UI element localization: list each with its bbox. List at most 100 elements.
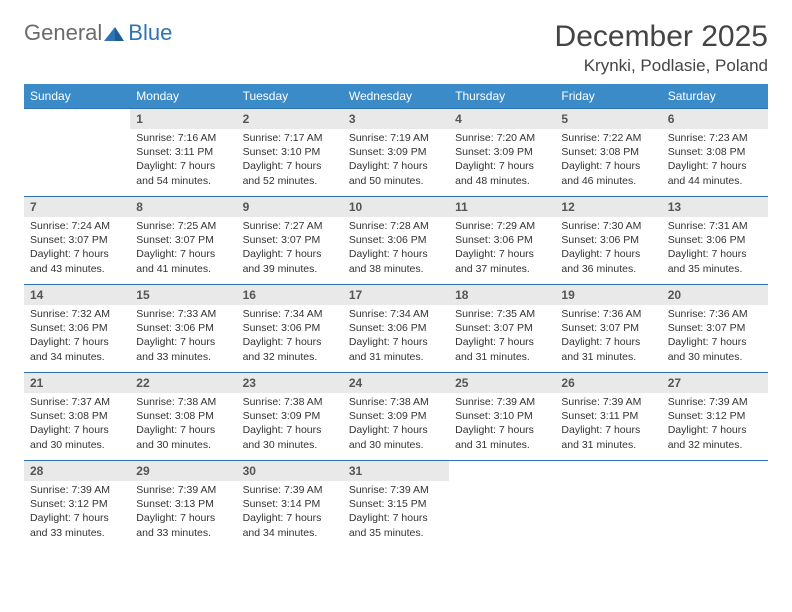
calendar-week-row: 7Sunrise: 7:24 AMSunset: 3:07 PMDaylight…: [24, 197, 768, 285]
weekday-header-row: Sunday Monday Tuesday Wednesday Thursday…: [24, 84, 768, 109]
sunset-time: 3:13 PM: [175, 498, 214, 510]
sunrise-time: 7:29 AM: [497, 220, 536, 232]
daylight-hours: 7: [499, 248, 505, 260]
calendar-day-cell: 11Sunrise: 7:29 AMSunset: 3:06 PMDayligh…: [449, 197, 555, 285]
daylight-hours: 7: [393, 336, 399, 348]
day-details: Sunrise: 7:29 AMSunset: 3:06 PMDaylight:…: [449, 217, 555, 280]
calendar-day-cell: 27Sunrise: 7:39 AMSunset: 3:12 PMDayligh…: [662, 373, 768, 461]
sunset-time: 3:06 PM: [494, 234, 533, 246]
day-details: Sunrise: 7:27 AMSunset: 3:07 PMDaylight:…: [237, 217, 343, 280]
daylight-minutes: 30: [263, 439, 275, 451]
sunset-time: 3:07 PM: [175, 234, 214, 246]
sunset-time: 3:06 PM: [281, 322, 320, 334]
daylight-minutes: 30: [50, 439, 62, 451]
day-number: 27: [662, 373, 768, 393]
day-details: Sunrise: 7:22 AMSunset: 3:08 PMDaylight:…: [555, 129, 661, 192]
daylight-minutes: 30: [688, 351, 700, 363]
sunrise-time: 7:37 AM: [71, 396, 110, 408]
calendar-day-cell: 12Sunrise: 7:30 AMSunset: 3:06 PMDayligh…: [555, 197, 661, 285]
calendar-day-cell: 31Sunrise: 7:39 AMSunset: 3:15 PMDayligh…: [343, 461, 449, 549]
day-details: Sunrise: 7:36 AMSunset: 3:07 PMDaylight:…: [662, 305, 768, 368]
calendar-day-cell: 1Sunrise: 7:16 AMSunset: 3:11 PMDaylight…: [130, 109, 236, 197]
calendar-day-cell: 24Sunrise: 7:38 AMSunset: 3:09 PMDayligh…: [343, 373, 449, 461]
calendar-week-row: 21Sunrise: 7:37 AMSunset: 3:08 PMDayligh…: [24, 373, 768, 461]
calendar-day-cell: 10Sunrise: 7:28 AMSunset: 3:06 PMDayligh…: [343, 197, 449, 285]
day-number: 20: [662, 285, 768, 305]
sunrise-time: 7:19 AM: [390, 132, 429, 144]
day-number: 7: [24, 197, 130, 217]
sunset-time: 3:09 PM: [281, 410, 320, 422]
daylight-minutes: 31: [476, 351, 488, 363]
daylight-minutes: 33: [157, 527, 169, 539]
day-number: 1: [130, 109, 236, 129]
sunset-time: 3:06 PM: [69, 322, 108, 334]
day-details: Sunrise: 7:24 AMSunset: 3:07 PMDaylight:…: [24, 217, 130, 280]
daylight-minutes: 34: [50, 351, 62, 363]
calendar-day-cell: 19Sunrise: 7:36 AMSunset: 3:07 PMDayligh…: [555, 285, 661, 373]
sunrise-time: 7:39 AM: [603, 396, 642, 408]
daylight-minutes: 32: [263, 351, 275, 363]
sunrise-time: 7:38 AM: [284, 396, 323, 408]
daylight-hours: 7: [74, 512, 80, 524]
daylight-hours: 7: [180, 512, 186, 524]
calendar-day-cell: 8Sunrise: 7:25 AMSunset: 3:07 PMDaylight…: [130, 197, 236, 285]
day-details: Sunrise: 7:30 AMSunset: 3:06 PMDaylight:…: [555, 217, 661, 280]
day-number: 12: [555, 197, 661, 217]
day-details: Sunrise: 7:28 AMSunset: 3:06 PMDaylight:…: [343, 217, 449, 280]
daylight-minutes: 41: [157, 263, 169, 275]
day-details: Sunrise: 7:36 AMSunset: 3:07 PMDaylight:…: [555, 305, 661, 368]
daylight-hours: 7: [180, 160, 186, 172]
daylight-hours: 7: [286, 424, 292, 436]
sunset-time: 3:10 PM: [281, 146, 320, 158]
sunset-time: 3:14 PM: [281, 498, 320, 510]
daylight-hours: 7: [499, 160, 505, 172]
sunrise-time: 7:22 AM: [603, 132, 642, 144]
day-details: Sunrise: 7:32 AMSunset: 3:06 PMDaylight:…: [24, 305, 130, 368]
sunset-time: 3:07 PM: [600, 322, 639, 334]
sunrise-time: 7:23 AM: [709, 132, 748, 144]
day-details: Sunrise: 7:37 AMSunset: 3:08 PMDaylight:…: [24, 393, 130, 456]
sunset-time: 3:06 PM: [706, 234, 745, 246]
calendar-week-row: 14Sunrise: 7:32 AMSunset: 3:06 PMDayligh…: [24, 285, 768, 373]
logo: General Blue: [24, 20, 172, 46]
sunrise-time: 7:20 AM: [497, 132, 536, 144]
weekday-header: Friday: [555, 84, 661, 109]
weekday-header: Wednesday: [343, 84, 449, 109]
day-details: Sunrise: 7:39 AMSunset: 3:13 PMDaylight:…: [130, 481, 236, 544]
day-details: Sunrise: 7:20 AMSunset: 3:09 PMDaylight:…: [449, 129, 555, 192]
daylight-hours: 7: [711, 424, 717, 436]
day-number: 2: [237, 109, 343, 129]
sunrise-time: 7:36 AM: [709, 308, 748, 320]
sunrise-time: 7:34 AM: [284, 308, 323, 320]
daylight-minutes: 33: [157, 351, 169, 363]
day-number: 26: [555, 373, 661, 393]
daylight-minutes: 39: [263, 263, 275, 275]
logo-text-blue: Blue: [128, 20, 172, 46]
calendar-day-cell: 29Sunrise: 7:39 AMSunset: 3:13 PMDayligh…: [130, 461, 236, 549]
day-details: Sunrise: 7:39 AMSunset: 3:12 PMDaylight:…: [662, 393, 768, 456]
daylight-hours: 7: [605, 424, 611, 436]
day-number: 14: [24, 285, 130, 305]
sunset-time: 3:06 PM: [387, 322, 426, 334]
calendar-day-cell: 17Sunrise: 7:34 AMSunset: 3:06 PMDayligh…: [343, 285, 449, 373]
day-details: Sunrise: 7:39 AMSunset: 3:15 PMDaylight:…: [343, 481, 449, 544]
day-details: Sunrise: 7:34 AMSunset: 3:06 PMDaylight:…: [237, 305, 343, 368]
sunset-time: 3:08 PM: [69, 410, 108, 422]
month-title: December 2025: [555, 20, 768, 54]
calendar-day-cell: 21Sunrise: 7:37 AMSunset: 3:08 PMDayligh…: [24, 373, 130, 461]
sunset-time: 3:06 PM: [175, 322, 214, 334]
sunrise-time: 7:35 AM: [497, 308, 536, 320]
daylight-hours: 7: [286, 248, 292, 260]
day-details: Sunrise: 7:39 AMSunset: 3:12 PMDaylight:…: [24, 481, 130, 544]
day-number: 5: [555, 109, 661, 129]
calendar-day-cell: 14Sunrise: 7:32 AMSunset: 3:06 PMDayligh…: [24, 285, 130, 373]
daylight-hours: 7: [499, 336, 505, 348]
sunset-time: 3:11 PM: [175, 146, 213, 158]
daylight-hours: 7: [180, 336, 186, 348]
day-details: Sunrise: 7:33 AMSunset: 3:06 PMDaylight:…: [130, 305, 236, 368]
daylight-minutes: 31: [476, 439, 488, 451]
sunset-time: 3:11 PM: [600, 410, 638, 422]
daylight-minutes: 31: [369, 351, 381, 363]
daylight-minutes: 32: [688, 439, 700, 451]
calendar-day-cell: 26Sunrise: 7:39 AMSunset: 3:11 PMDayligh…: [555, 373, 661, 461]
